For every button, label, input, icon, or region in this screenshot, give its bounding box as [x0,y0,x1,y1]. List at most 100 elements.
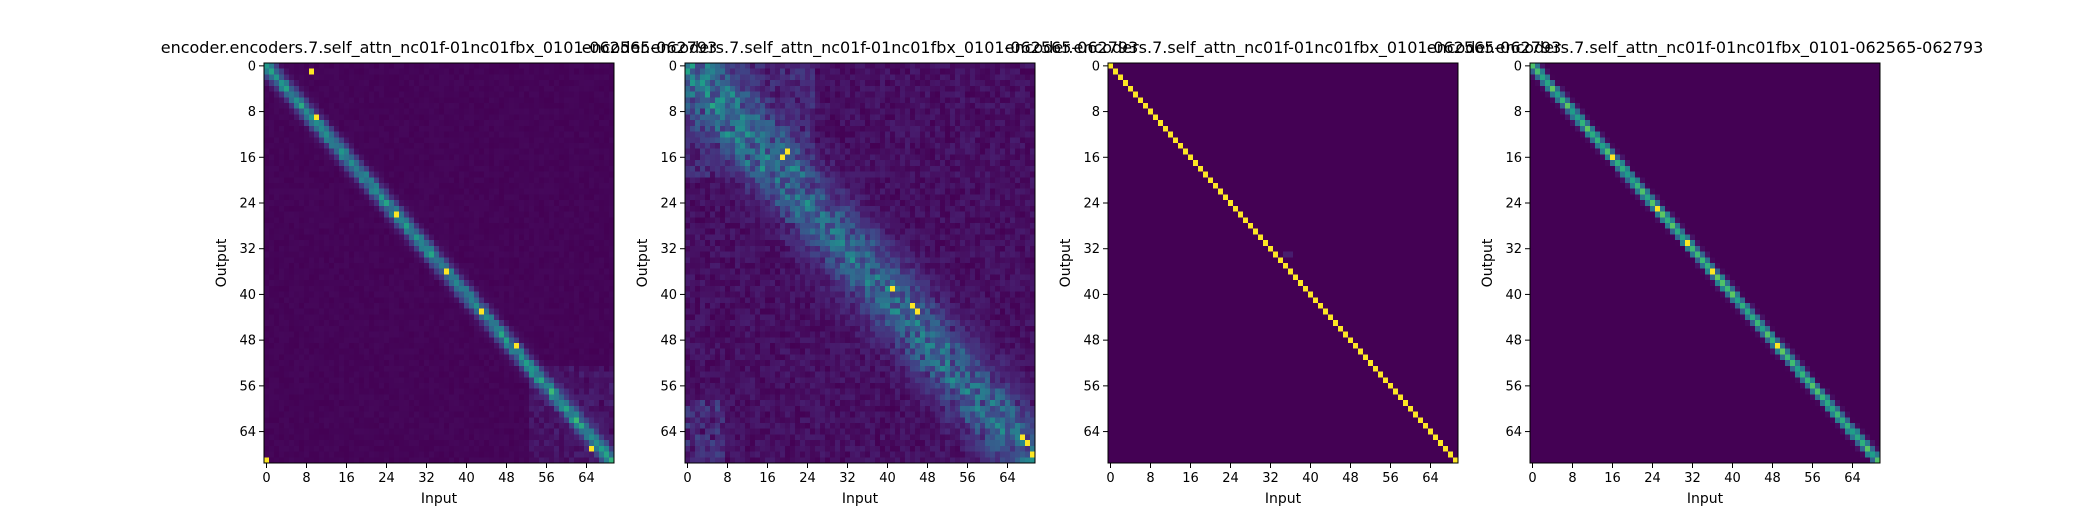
heatmap-cell [489,177,495,183]
heatmap-cell [599,326,605,332]
heatmap-cell [414,320,420,326]
heatmap-cell [349,372,355,378]
heatmap-cell [444,206,450,212]
heatmap-cell [489,297,495,303]
heatmap-cell [549,217,555,223]
heatmap-cell [544,234,550,240]
heatmap-cell [289,280,295,286]
heatmap-cell [394,412,400,418]
heatmap-cell [469,372,475,378]
heatmap-cell [499,423,505,429]
heatmap-cell [554,400,560,406]
heatmap-cell [324,97,330,103]
heatmap-cell [364,309,370,315]
heatmap-cell [379,240,385,246]
heatmap-cell [529,177,535,183]
heatmap-cell [364,269,370,275]
heatmap-cell [439,212,445,218]
heatmap-cell [324,229,330,235]
heatmap-cell [279,309,285,315]
heatmap-cell [324,212,330,218]
heatmap-cell [579,389,585,395]
heatmap-cell [589,194,595,200]
heatmap-cell [444,212,450,218]
heatmap-cell [264,417,270,423]
heatmap-cell [474,360,480,366]
heatmap-cell [539,440,545,446]
heatmap-cell [459,172,465,178]
heatmap-cell [389,206,395,212]
heatmap-cell [319,332,325,338]
heatmap-cell [354,360,360,366]
heatmap-cell [409,400,415,406]
heatmap-cell [604,120,610,126]
heatmap-cell [529,126,535,132]
heatmap-cell [339,383,345,389]
heatmap-cell [299,274,305,280]
heatmap-cell [439,154,445,160]
heatmap-cell [404,240,410,246]
heatmap-cell [409,320,415,326]
heatmap-cell [444,360,450,366]
heatmap-cell [489,132,495,138]
heatmap-cell [544,354,550,360]
heatmap-cell [364,406,370,412]
heatmap-cell [444,423,450,429]
heatmap-cell [414,406,420,412]
heatmap-cell [334,172,340,178]
heatmap-cell [484,154,490,160]
heatmap-cell [594,337,600,343]
heatmap-cell [434,97,440,103]
heatmap-cell [369,177,375,183]
heatmap-cell [269,354,275,360]
heatmap-cell [594,143,600,149]
heatmap-cell [304,292,310,298]
heatmap-cell [479,63,485,69]
heatmap-cell [494,200,500,206]
heatmap-cell [439,360,445,366]
heatmap-cell [304,246,310,252]
heatmap-cell [770,63,776,69]
heatmap-cell [424,257,430,263]
heatmap-cell [299,86,305,92]
heatmap-cell [524,172,530,178]
heatmap-cell [574,269,580,275]
heatmap-cell [870,63,876,69]
heatmap-cell [599,217,605,223]
heatmap-cell [534,343,540,349]
heatmap-cell [519,343,525,349]
heatmap-cell [314,137,320,143]
heatmap-cell [589,149,595,155]
heatmap-cell [294,223,300,229]
heatmap-cell [514,280,520,286]
heatmap-cell [599,206,605,212]
heatmap-cell [379,440,385,446]
heatmap-cell [374,360,380,366]
heatmap-cell [374,337,380,343]
heatmap-cell [409,406,415,412]
heatmap-cell [359,137,365,143]
heatmap-cell [414,223,420,229]
heatmap-cell [569,154,575,160]
heatmap-cell [584,332,590,338]
heatmap-cell [374,143,380,149]
heatmap-cell [419,194,425,200]
heatmap-cell [304,372,310,378]
heatmap-cell [359,63,365,69]
heatmap-cell [469,383,475,389]
heatmap-cell [319,452,325,458]
heatmap-cell [374,246,380,252]
heatmap-cell [364,440,370,446]
heatmap-cell [389,314,395,320]
heatmap-cell [534,389,540,395]
heatmap-cell [434,149,440,155]
heatmap-cell [364,132,370,138]
heatmap-cell [339,269,345,275]
heatmap-cell [494,372,500,378]
heatmap-cell [504,92,510,98]
heatmap-cell [429,154,435,160]
heatmap-cell [454,446,460,452]
heatmap-cell [309,149,315,155]
heatmap-cell [299,223,305,229]
heatmap-cell [429,452,435,458]
